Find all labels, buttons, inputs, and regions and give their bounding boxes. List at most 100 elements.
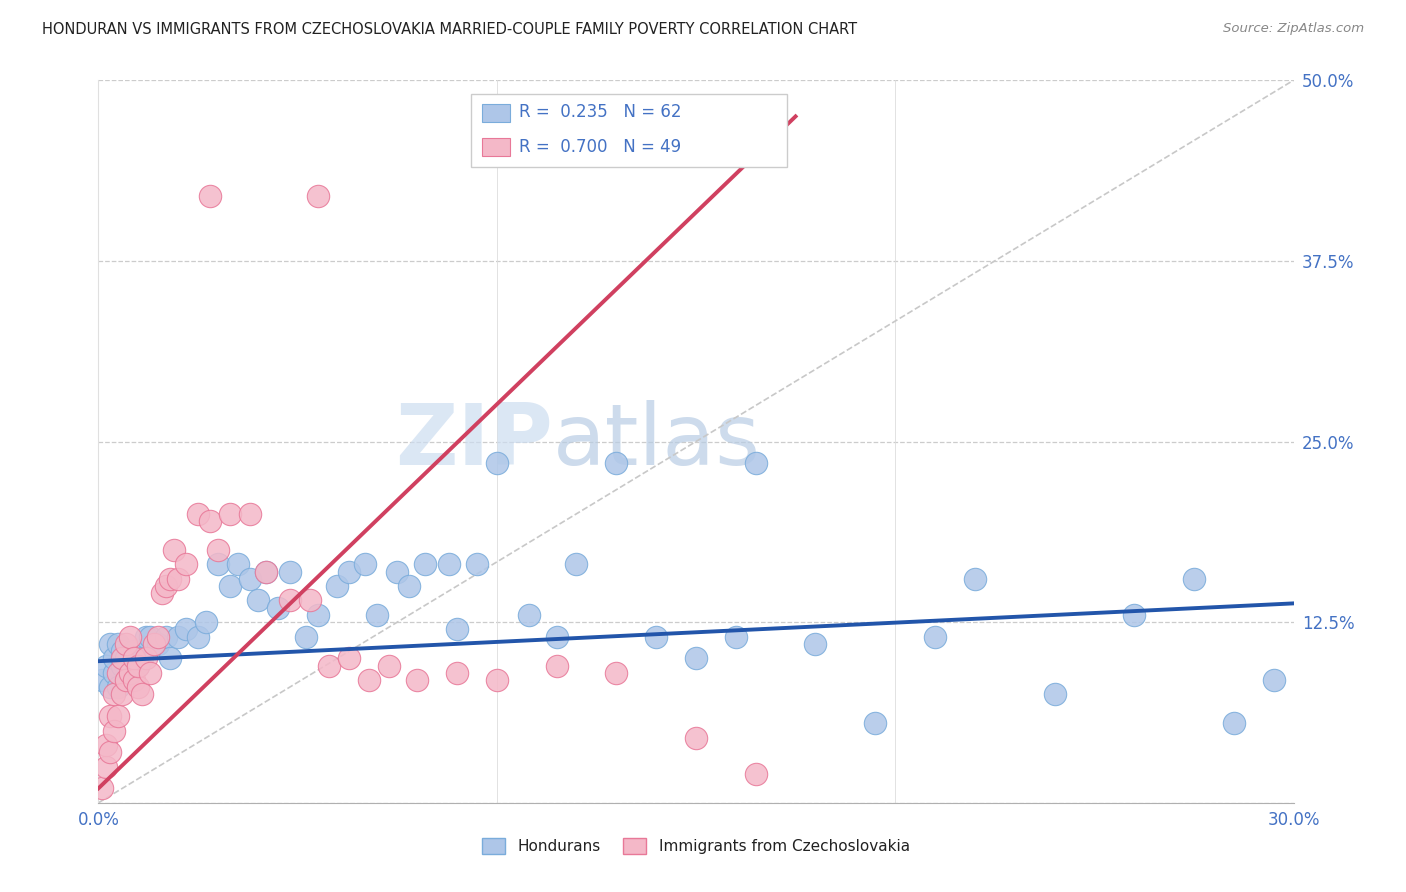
Hondurans bbox=[239, 572, 262, 586]
Hondurans bbox=[127, 658, 149, 673]
Immigrants from Czechoslovakia bbox=[278, 593, 301, 607]
Hondurans bbox=[131, 651, 153, 665]
Immigrants from Czechoslovakia bbox=[155, 579, 177, 593]
Immigrants from Czechoslovakia bbox=[167, 572, 190, 586]
Legend: Hondurans, Immigrants from Czechoslovakia: Hondurans, Immigrants from Czechoslovaki… bbox=[477, 832, 915, 860]
Text: atlas: atlas bbox=[553, 400, 761, 483]
Hondurans bbox=[254, 565, 277, 579]
Hondurans bbox=[278, 565, 301, 579]
Hondurans bbox=[207, 558, 229, 572]
Hondurans bbox=[398, 579, 420, 593]
Immigrants from Czechoslovakia bbox=[107, 665, 129, 680]
Immigrants from Czechoslovakia bbox=[124, 651, 146, 665]
Hondurans bbox=[326, 579, 349, 593]
Hondurans bbox=[148, 637, 170, 651]
Hondurans bbox=[120, 665, 142, 680]
Immigrants from Czechoslovakia bbox=[115, 673, 138, 687]
Point bbox=[198, 189, 221, 203]
Hondurans bbox=[1182, 572, 1205, 586]
Immigrants from Czechoslovakia bbox=[298, 593, 321, 607]
Hondurans bbox=[745, 456, 768, 470]
Hondurans bbox=[195, 615, 218, 630]
Hondurans bbox=[1223, 716, 1246, 731]
Hondurans bbox=[924, 630, 946, 644]
Hondurans bbox=[465, 558, 488, 572]
Immigrants from Czechoslovakia bbox=[685, 731, 707, 745]
Hondurans bbox=[139, 630, 162, 644]
Immigrants from Czechoslovakia bbox=[124, 673, 146, 687]
Hondurans bbox=[294, 630, 316, 644]
Immigrants from Czechoslovakia bbox=[406, 673, 429, 687]
Immigrants from Czechoslovakia bbox=[111, 651, 134, 665]
Hondurans bbox=[354, 558, 377, 572]
Text: R =  0.235   N = 62: R = 0.235 N = 62 bbox=[519, 103, 682, 121]
Immigrants from Czechoslovakia bbox=[378, 658, 401, 673]
Hondurans bbox=[565, 558, 588, 572]
Hondurans bbox=[226, 558, 249, 572]
Immigrants from Czechoslovakia bbox=[339, 651, 361, 665]
Hondurans bbox=[174, 623, 197, 637]
Immigrants from Czechoslovakia bbox=[485, 673, 508, 687]
Hondurans bbox=[98, 637, 122, 651]
Immigrants from Czechoslovakia bbox=[359, 673, 381, 687]
Immigrants from Czechoslovakia bbox=[107, 709, 129, 723]
Immigrants from Czechoslovakia bbox=[127, 658, 149, 673]
Immigrants from Czechoslovakia bbox=[103, 687, 125, 701]
Hondurans bbox=[135, 630, 157, 644]
Immigrants from Czechoslovakia bbox=[98, 709, 122, 723]
Immigrants from Czechoslovakia bbox=[96, 738, 118, 752]
Hondurans bbox=[413, 558, 436, 572]
Hondurans bbox=[446, 623, 468, 637]
Hondurans bbox=[159, 651, 181, 665]
Hondurans bbox=[485, 456, 508, 470]
Immigrants from Czechoslovakia bbox=[605, 665, 627, 680]
Text: R =  0.700   N = 49: R = 0.700 N = 49 bbox=[519, 138, 681, 156]
Immigrants from Czechoslovakia bbox=[139, 665, 162, 680]
Immigrants from Czechoslovakia bbox=[115, 637, 138, 651]
Immigrants from Czechoslovakia bbox=[131, 687, 153, 701]
Text: ZIP: ZIP bbox=[395, 400, 553, 483]
Immigrants from Czechoslovakia bbox=[207, 542, 229, 557]
Hondurans bbox=[339, 565, 361, 579]
Hondurans bbox=[685, 651, 707, 665]
Hondurans bbox=[187, 630, 209, 644]
Hondurans bbox=[546, 630, 568, 644]
Hondurans bbox=[605, 456, 627, 470]
Hondurans bbox=[167, 630, 190, 644]
Hondurans bbox=[804, 637, 827, 651]
Hondurans bbox=[645, 630, 668, 644]
Immigrants from Czechoslovakia bbox=[219, 507, 242, 521]
Immigrants from Czechoslovakia bbox=[135, 651, 157, 665]
Hondurans bbox=[107, 680, 129, 694]
Immigrants from Czechoslovakia bbox=[150, 586, 173, 600]
Text: Source: ZipAtlas.com: Source: ZipAtlas.com bbox=[1223, 22, 1364, 36]
Hondurans bbox=[1123, 607, 1146, 622]
Hondurans bbox=[96, 658, 118, 673]
Immigrants from Czechoslovakia bbox=[254, 565, 277, 579]
Hondurans bbox=[307, 607, 329, 622]
Immigrants from Czechoslovakia bbox=[96, 760, 118, 774]
Immigrants from Czechoslovakia bbox=[198, 514, 221, 528]
Immigrants from Czechoslovakia bbox=[174, 558, 197, 572]
Immigrants from Czechoslovakia bbox=[120, 665, 142, 680]
Hondurans bbox=[107, 637, 129, 651]
Hondurans bbox=[724, 630, 747, 644]
Hondurans bbox=[1043, 687, 1066, 701]
Hondurans bbox=[98, 680, 122, 694]
Hondurans bbox=[219, 579, 242, 593]
Hondurans bbox=[437, 558, 460, 572]
Hondurans bbox=[517, 607, 540, 622]
Point bbox=[307, 189, 329, 203]
Immigrants from Czechoslovakia bbox=[91, 781, 114, 796]
Hondurans bbox=[366, 607, 388, 622]
Hondurans bbox=[111, 644, 134, 658]
Hondurans bbox=[246, 593, 269, 607]
Hondurans bbox=[267, 600, 290, 615]
Immigrants from Czechoslovakia bbox=[120, 630, 142, 644]
Immigrants from Czechoslovakia bbox=[111, 687, 134, 701]
Hondurans bbox=[385, 565, 409, 579]
Hondurans bbox=[91, 673, 114, 687]
Hondurans bbox=[124, 644, 146, 658]
Immigrants from Czechoslovakia bbox=[745, 767, 768, 781]
Immigrants from Czechoslovakia bbox=[187, 507, 209, 521]
